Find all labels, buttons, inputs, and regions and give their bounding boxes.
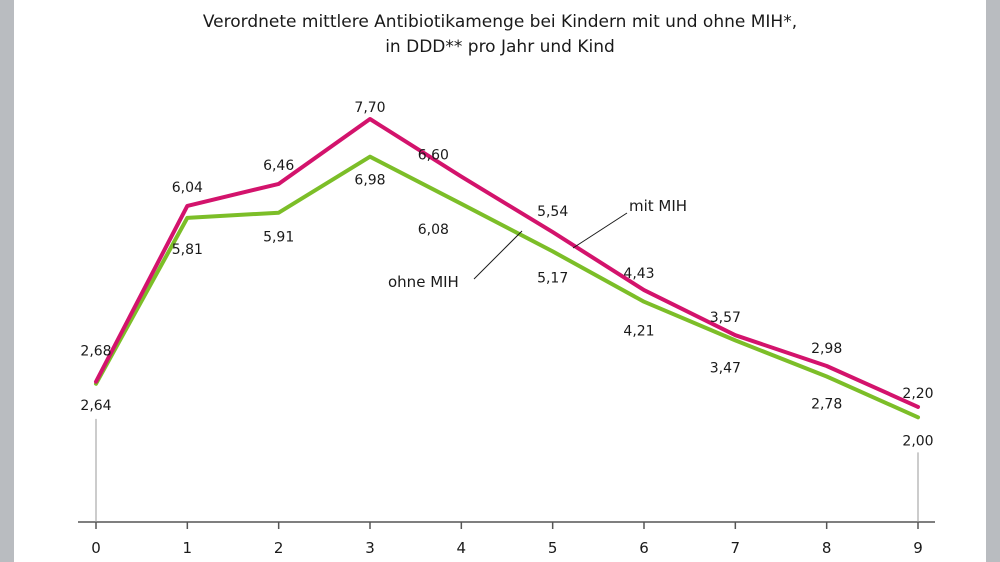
right-border: [986, 0, 1000, 562]
x-tick-label: 3: [365, 539, 375, 557]
x-tick-label: 6: [639, 539, 649, 557]
data-label-ohne-mih: 2,78: [811, 397, 842, 413]
series-line-ohne-mih: [94, 154, 920, 420]
x-tick-label: 2: [274, 539, 284, 557]
data-label-ohne-mih: 4,21: [623, 324, 654, 340]
data-label-mit-mih: 2,68: [80, 344, 111, 360]
x-tick-label: 1: [183, 539, 193, 557]
data-label-mit-mih: 2,98: [811, 341, 842, 357]
data-label-ohne-mih: 6,98: [354, 173, 385, 189]
x-tick-label: 0: [91, 539, 101, 557]
series-lines: [94, 117, 920, 420]
x-tick-label: 9: [913, 539, 923, 557]
x-axis: 0 1 2 3 4 5 6 7 8 9: [78, 418, 935, 557]
x-tick-label: 8: [822, 539, 832, 557]
chart-title-line-1: Verordnete mittlere Antibiotikamenge bei…: [203, 12, 797, 32]
data-label-mit-mih: 7,70: [354, 100, 385, 116]
series-line-mit-mih: [94, 117, 920, 409]
data-label-mit-mih: 3,57: [710, 310, 741, 326]
data-label-ohne-mih: 2,64: [80, 398, 111, 414]
leader-line-ohne-mih: [473, 230, 523, 280]
data-label-ohne-mih: 2,00: [902, 433, 933, 449]
data-label-ohne-mih: 5,91: [263, 230, 294, 246]
data-label-ohne-mih: 6,08: [418, 222, 449, 238]
data-label-mit-mih: 2,20: [902, 386, 933, 402]
series-labels: mit MIH ohne MIH: [388, 197, 687, 291]
data-label-mit-mih: 6,60: [418, 148, 449, 164]
data-label-mit-mih: 4,43: [623, 266, 654, 282]
data-labels: 2,68 6,04 6,46 7,70 6,60 5,54 4,43 3,57 2,98 2,20…: [80, 100, 933, 449]
data-label-mit-mih: 5,54: [537, 204, 568, 220]
x-tick-label: 7: [731, 539, 741, 557]
data-label-ohne-mih: 5,81: [172, 242, 203, 258]
left-border: [0, 0, 14, 562]
chart-title-line-2: in DDD** pro Jahr und Kind: [385, 37, 615, 57]
data-label-ohne-mih: 3,47: [710, 360, 741, 376]
series-label-mit-mih: mit MIH: [629, 197, 687, 215]
x-tick-label: 4: [457, 539, 467, 557]
x-tick-label: 5: [548, 539, 558, 557]
data-label-mit-mih: 6,46: [263, 158, 294, 174]
data-label-mit-mih: 6,04: [172, 180, 203, 196]
series-label-ohne-mih: ohne MIH: [388, 273, 459, 291]
data-label-ohne-mih: 5,17: [537, 270, 568, 286]
leader-line-mit-mih: [572, 212, 628, 249]
